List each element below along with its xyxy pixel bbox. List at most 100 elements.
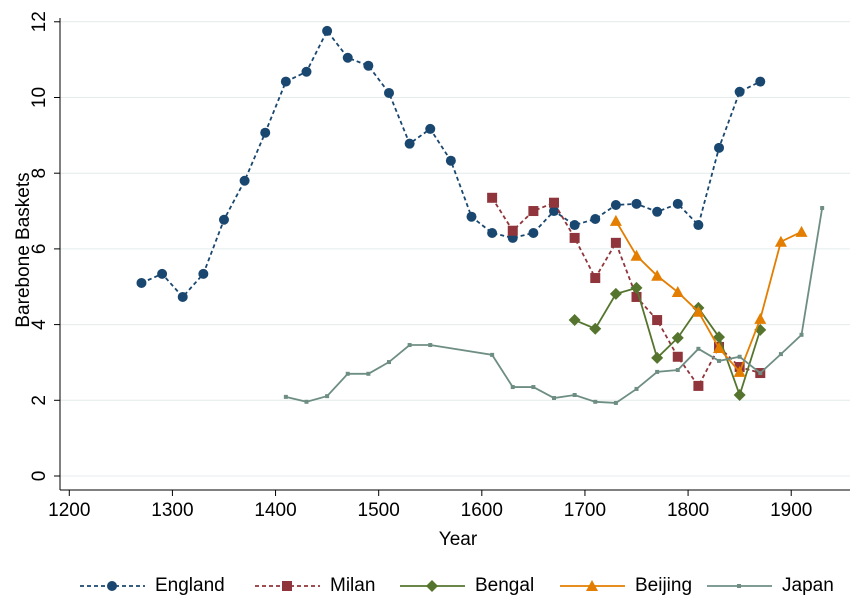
series-line [615, 220, 802, 374]
data-point [652, 315, 663, 326]
data-point [428, 343, 433, 348]
data-point [593, 399, 598, 404]
data-point [490, 352, 495, 357]
data-point [652, 206, 663, 217]
data-point [613, 400, 618, 405]
data-point [386, 360, 391, 365]
data-point [610, 237, 621, 248]
data-point [631, 291, 642, 302]
data-point [363, 60, 374, 71]
data-point [552, 396, 557, 401]
data-point [528, 227, 539, 238]
data-point [778, 352, 783, 357]
legend-label: Beijing [635, 575, 692, 596]
y-tick-label: 12 [29, 11, 50, 32]
data-point [734, 86, 745, 97]
data-point [590, 273, 601, 284]
data-point [239, 175, 250, 186]
x-tick-label: 1500 [358, 500, 400, 521]
series-line [574, 286, 762, 398]
legend-label: Milan [330, 575, 375, 596]
x-tick-label: 1700 [564, 500, 606, 521]
data-point [675, 368, 680, 373]
y-axis-label: Barebone Baskets [13, 172, 34, 327]
data-point [549, 206, 560, 217]
data-point [672, 198, 683, 209]
data-point [634, 386, 639, 391]
data-point [260, 127, 271, 138]
data-point [325, 394, 330, 399]
data-point [714, 142, 725, 153]
data-point [590, 213, 601, 224]
data-point [569, 220, 580, 231]
data-point [283, 394, 288, 399]
y-tick-label: 0 [29, 471, 50, 482]
x-tick-label: 1800 [667, 500, 709, 521]
data-point [672, 351, 683, 362]
data-point [671, 331, 684, 344]
data-point [218, 214, 229, 225]
data-point [774, 235, 787, 247]
data-point [671, 286, 684, 298]
y-tick-label: 10 [29, 87, 50, 108]
data-point [466, 211, 477, 222]
legend-label: Bengal [475, 575, 534, 596]
y-tick-label: 8 [29, 168, 50, 179]
data-point [733, 365, 746, 377]
data-point [404, 138, 415, 149]
legend-marker [737, 584, 741, 588]
data-point [510, 385, 515, 390]
data-point [754, 312, 767, 324]
data-point [445, 155, 456, 166]
data-point [693, 380, 704, 391]
data-point [799, 332, 804, 337]
data-point [713, 331, 726, 344]
x-tick-label: 1400 [254, 500, 296, 521]
x-axis-label: Year [439, 529, 478, 550]
data-point [630, 249, 643, 261]
data-point [692, 305, 705, 317]
data-point [572, 392, 577, 397]
data-point [655, 369, 660, 374]
data-point [717, 358, 722, 363]
data-point [487, 227, 498, 238]
legend-marker [586, 580, 598, 591]
y-tick-label: 4 [29, 319, 50, 330]
data-point [549, 197, 560, 208]
data-point [795, 225, 808, 237]
data-point [366, 371, 371, 376]
data-point [531, 385, 536, 390]
legend-label: England [155, 575, 225, 596]
series-line [491, 197, 761, 388]
data-point [610, 199, 621, 210]
x-tick-label: 1600 [461, 500, 503, 521]
data-point [177, 291, 188, 302]
data-point [755, 76, 766, 87]
data-point [507, 225, 518, 236]
x-tick-label: 1200 [48, 500, 90, 521]
legend-marker [282, 581, 292, 591]
data-point [733, 388, 746, 401]
data-point [383, 87, 394, 98]
data-point [651, 269, 664, 281]
legend-marker [107, 581, 117, 591]
legend-label: Japan [782, 575, 834, 596]
data-point [136, 277, 147, 288]
data-point [696, 346, 701, 351]
data-point [301, 66, 312, 77]
data-point [198, 268, 209, 279]
data-point [693, 220, 704, 231]
data-point [304, 399, 309, 404]
x-tick-label: 1900 [770, 500, 812, 521]
data-point [758, 371, 763, 376]
x-tick-label: 1300 [151, 500, 193, 521]
data-point [820, 206, 825, 211]
data-point [425, 123, 436, 134]
y-tick-label: 6 [29, 244, 50, 255]
data-point [157, 268, 168, 279]
data-point [713, 342, 726, 354]
data-point [568, 314, 581, 327]
y-tick-label: 2 [29, 395, 50, 406]
data-point [651, 351, 664, 364]
